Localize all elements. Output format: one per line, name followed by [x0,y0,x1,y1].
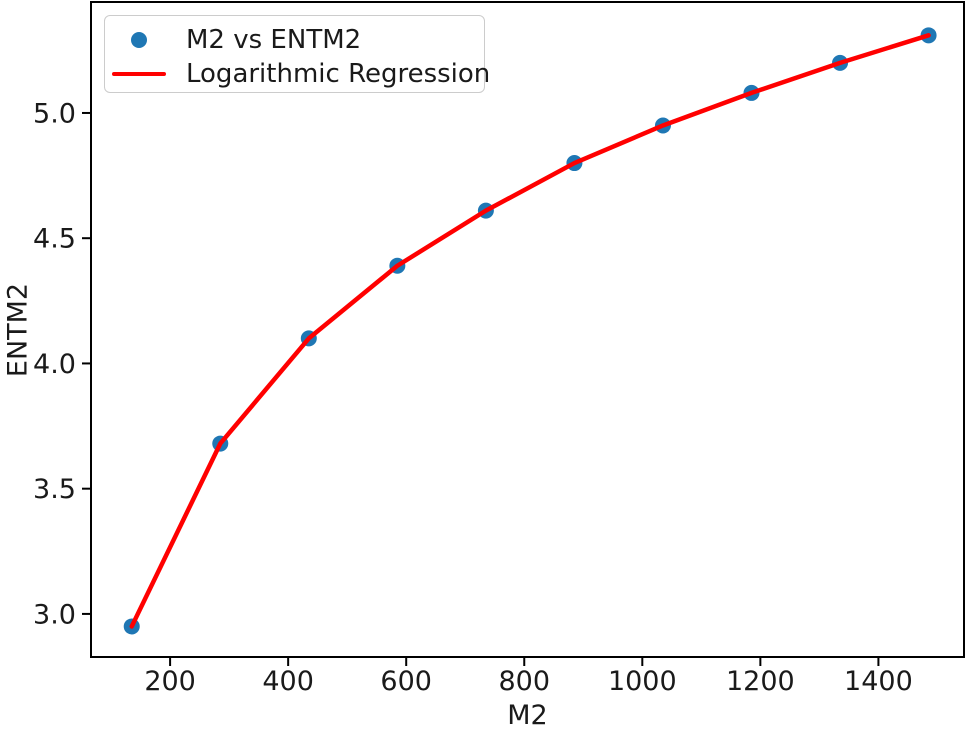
x-tick-label: 800 [498,666,550,697]
legend-marker-cell [105,71,173,77]
legend-entry-regression: Logarithmic Regression [105,57,490,91]
axes-spines [90,1,965,658]
scatter-dot-icon [131,32,147,48]
x-tick-label: 1400 [844,666,913,697]
y-tick-label: 4.0 [33,349,76,380]
x-tick-label: 1000 [608,666,677,697]
legend-marker-cell [105,32,173,48]
y-tick-label: 4.5 [33,224,76,255]
x-tick-label: 200 [144,666,196,697]
x-axis-label: M2 [507,700,548,731]
y-tick-label: 5.0 [33,98,76,129]
x-tick-label: 600 [380,666,432,697]
y-tick-label: 3.5 [33,474,76,505]
legend-label-regression: Logarithmic Regression [186,59,491,89]
regression-line-icon [112,71,166,77]
regression-line [129,33,931,629]
y-tick-label: 3.0 [33,599,76,630]
legend-label-scatter: M2 vs ENTM2 [186,25,362,55]
legend: M2 vs ENTM2 Logarithmic Regression [104,15,490,93]
x-tick-label: 1200 [726,666,795,697]
legend-entry-scatter: M2 vs ENTM2 [105,23,484,57]
y-axis-label: ENTM2 [2,282,34,378]
x-tick-label: 400 [262,666,314,697]
